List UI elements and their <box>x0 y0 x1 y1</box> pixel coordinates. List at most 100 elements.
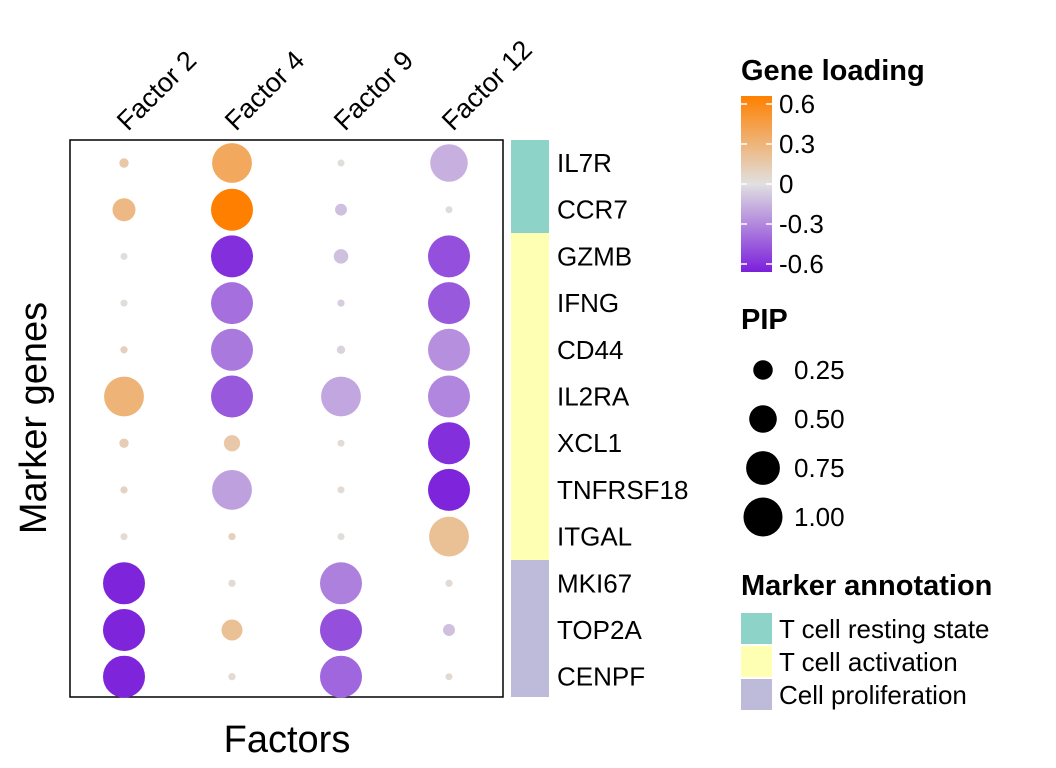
pip-legend-label: 0.50 <box>794 404 845 434</box>
dot-il2ra-factor-2 <box>104 376 144 417</box>
gene-loading-legend: Gene loading 0.6 0.3 0 -0.3 -0.6 <box>741 55 925 279</box>
dot-top2a-factor-9 <box>320 609 362 651</box>
gene-label: CD44 <box>557 335 623 365</box>
dot-cd44-factor-4 <box>211 328 253 371</box>
dot-il2ra-factor-12 <box>428 375 470 418</box>
annotation-bar <box>511 140 549 697</box>
pip-legend-dot <box>753 360 773 380</box>
marker-annotation-legend: Marker annotation T cell resting stateT … <box>741 570 992 710</box>
gene-label: IFNG <box>557 288 619 318</box>
colorbar-tick-label: 0.3 <box>779 129 815 159</box>
dot-top2a-factor-2 <box>103 609 145 651</box>
annotation-legend-swatch <box>741 613 772 644</box>
annotation-legend-swatch <box>741 679 772 710</box>
dot-il7r-factor-2 <box>119 158 129 168</box>
annotation-block <box>511 233 549 560</box>
dot-ccr7-factor-2 <box>112 198 136 222</box>
gene-label: CENPF <box>557 662 645 692</box>
factor-label: Factor 2 <box>111 45 202 136</box>
dot-ifng-factor-4 <box>211 282 253 325</box>
annotation-legend-label: T cell activation <box>779 647 958 677</box>
pip-legend-dot <box>749 405 777 433</box>
dot-il2ra-factor-9 <box>321 376 361 417</box>
factor-label: Factor 9 <box>328 45 419 136</box>
annotation-legend-swatch <box>741 646 772 677</box>
pip-legend-dot <box>743 497 783 537</box>
dot-gzmb-factor-9 <box>333 249 349 264</box>
annotation-block <box>511 140 549 233</box>
dot-cenpf-factor-12 <box>445 673 453 681</box>
dot-xcl1-factor-12 <box>428 422 470 465</box>
gene-label: TNFRSF18 <box>557 475 688 505</box>
dot-il7r-factor-12 <box>430 144 468 182</box>
factor-label: Factor 4 <box>219 45 310 136</box>
dot-ccr7-factor-12 <box>445 206 453 214</box>
dot-ifng-factor-9 <box>337 299 345 307</box>
gene-loading-legend-title: Gene loading <box>741 55 925 87</box>
gene-label: IL7R <box>557 148 612 178</box>
dot-tnfrsf18-factor-4 <box>212 469 252 510</box>
dot-cd44-factor-12 <box>428 328 470 371</box>
dot-itgal-factor-12 <box>429 516 469 557</box>
dot-cenpf-factor-9 <box>320 655 362 698</box>
dot-tnfrsf18-factor-2 <box>120 486 128 494</box>
gene-labels: IL7R CCR7 GZMB IFNG CD44 IL2RA XCL1 TNFRSF18 ITG… <box>557 148 688 692</box>
pip-legend-dot <box>746 451 780 485</box>
gene-label: MKI67 <box>557 568 632 598</box>
dot-tnfrsf18-factor-12 <box>428 468 470 511</box>
plot-frame <box>69 139 504 698</box>
dot-il7r-factor-4 <box>212 143 252 183</box>
annotation-legend-label: Cell proliferation <box>779 680 967 710</box>
dot-ifng-factor-12 <box>428 282 470 325</box>
factor-labels: Factor 2 Factor 4 Factor 9 Factor 12 <box>111 34 538 136</box>
dot-itgal-factor-9 <box>337 533 345 541</box>
dot-cenpf-factor-4 <box>228 673 236 681</box>
gene-label: TOP2A <box>557 615 642 645</box>
annotation-legend-label: T cell resting state <box>779 614 990 644</box>
dot-il7r-factor-9 <box>337 159 345 167</box>
dot-gzmb-factor-2 <box>120 252 128 260</box>
dot-mki67-factor-2 <box>103 562 145 605</box>
gene-label: CCR7 <box>557 195 628 225</box>
plot-panel <box>69 139 504 698</box>
dot-mki67-factor-4 <box>228 579 236 587</box>
dot-ifng-factor-2 <box>120 299 128 307</box>
gene-label: XCL1 <box>557 428 622 458</box>
dot-top2a-factor-4 <box>221 619 243 641</box>
dot-xcl1-factor-9 <box>337 439 345 447</box>
y-axis-title: Marker genes <box>13 302 55 534</box>
dot-ccr7-factor-4 <box>211 188 253 231</box>
dot-itgal-factor-4 <box>228 532 236 541</box>
colorbar-tick-label: 0 <box>779 169 793 199</box>
colorbar-tick-label: -0.3 <box>779 209 824 239</box>
dot-tnfrsf18-factor-9 <box>337 486 345 494</box>
dot-xcl1-factor-4 <box>223 435 241 452</box>
gene-label: GZMB <box>557 241 632 271</box>
dot-itgal-factor-2 <box>120 533 128 541</box>
dot-cd44-factor-2 <box>120 346 128 354</box>
gene-label: ITGAL <box>557 522 632 552</box>
annotation-block <box>511 560 549 697</box>
dot-xcl1-factor-2 <box>119 438 129 448</box>
dot-mki67-factor-9 <box>320 562 362 605</box>
dot-ccr7-factor-9 <box>335 203 347 216</box>
colorbar-tick-label: 0.6 <box>779 89 815 119</box>
factor-label: Factor 12 <box>436 34 538 136</box>
x-axis-title: Factors <box>224 719 351 761</box>
marker-annotation-legend-title: Marker annotation <box>741 570 992 602</box>
pip-legend-label: 1.00 <box>794 502 845 532</box>
pip-legend: PIP 0.25 0.50 0.75 1.00 <box>741 304 845 537</box>
dot-cenpf-factor-2 <box>103 655 145 698</box>
dot-top2a-factor-12 <box>443 624 455 636</box>
dot-gzmb-factor-4 <box>211 235 253 278</box>
dot-layer <box>103 143 470 698</box>
dot-gzmb-factor-12 <box>428 235 470 278</box>
pip-legend-title: PIP <box>741 304 788 336</box>
pip-legend-label: 0.75 <box>794 453 845 483</box>
colorbar-tick-label: -0.6 <box>779 249 824 279</box>
dot-il2ra-factor-4 <box>211 375 253 418</box>
pip-legend-label: 0.25 <box>794 355 845 385</box>
dot-mki67-factor-12 <box>445 579 453 587</box>
gene-label: IL2RA <box>557 382 630 412</box>
